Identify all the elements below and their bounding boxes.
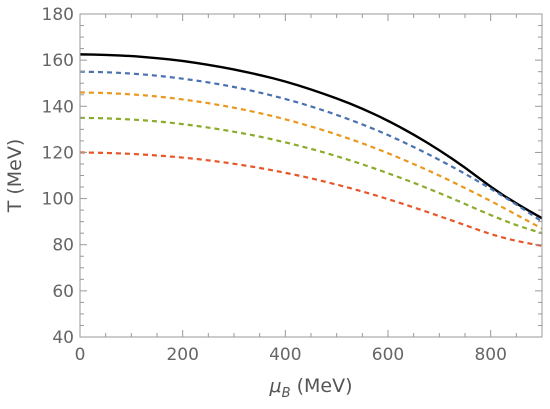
x-axis-title-subscript: B [282, 386, 291, 401]
y-tick-label: 100 [42, 190, 74, 210]
x-axis-title: μB (MeV) [269, 375, 353, 401]
y-tick-label: 80 [52, 236, 74, 256]
y-tick-label: 180 [42, 5, 74, 25]
plot-lines [79, 53, 543, 247]
y-tick-label: 140 [42, 97, 74, 117]
plot-frame [79, 13, 543, 338]
x-tick-label: 200 [166, 345, 198, 365]
y-tick-label: 120 [42, 143, 74, 163]
y-tick-label: 40 [52, 328, 74, 348]
series-line-3 [79, 116, 543, 235]
x-tick-label: 400 [269, 345, 301, 365]
series-line-4 [79, 151, 543, 247]
axis-tick-labels: 0 200 400 600 800 40 60 80 100 120 140 160 180 [42, 5, 507, 365]
series-line-2 [79, 91, 543, 230]
y-axis-title: T (MeV) [4, 139, 26, 214]
x-axis-title-symbol: μ [269, 375, 282, 397]
x-axis-title-unit: (MeV) [291, 375, 353, 397]
series-line-0 [79, 53, 543, 220]
y-tick-label: 160 [42, 51, 74, 71]
series-line-1 [79, 70, 543, 223]
x-tick-label: 800 [474, 345, 506, 365]
x-tick-label: 0 [75, 345, 86, 365]
y-tick-label: 60 [52, 282, 74, 302]
axis-ticks [79, 13, 543, 338]
x-tick-label: 600 [372, 345, 404, 365]
